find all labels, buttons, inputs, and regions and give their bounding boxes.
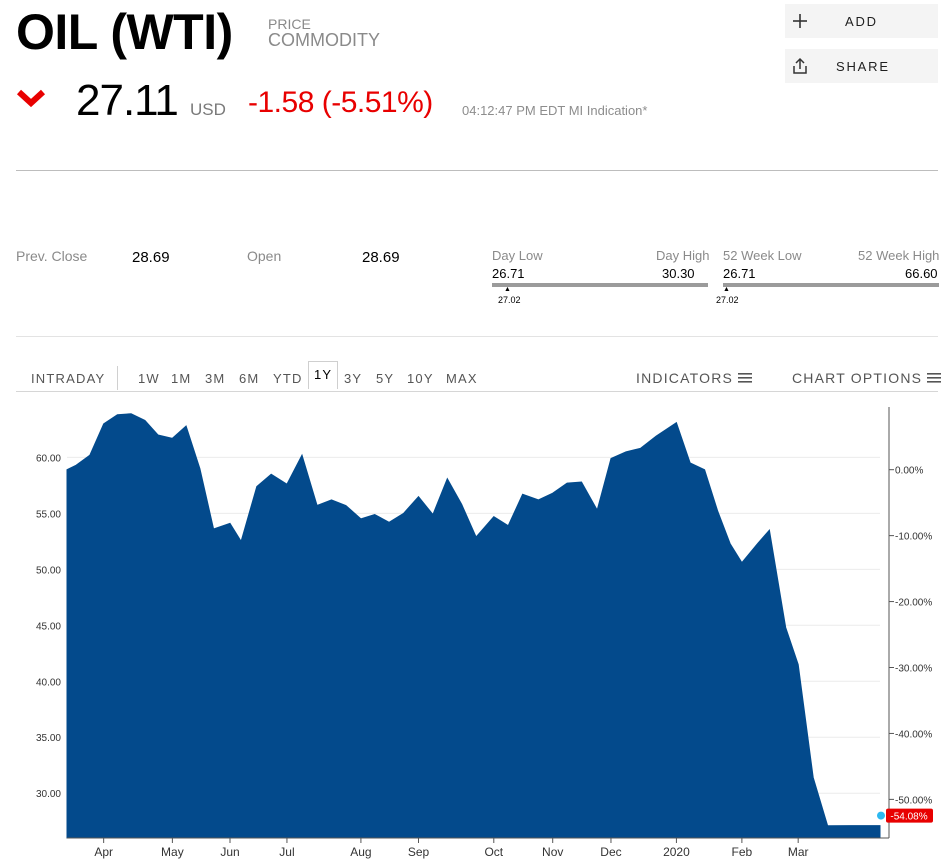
day-range-bar [492, 283, 708, 287]
x-tick-label: Nov [542, 845, 563, 859]
day-marker-arrow: ▲ [504, 286, 511, 293]
pct-tick-label: -40.00% [895, 729, 932, 740]
last-value-badge [886, 808, 933, 823]
chart-top-border [16, 391, 938, 392]
day-high-value: 30.30 [662, 266, 695, 281]
y-tick-label: 35.00 [36, 733, 61, 744]
tab-10y[interactable]: 10Y [407, 371, 434, 386]
week52-high-value: 66.60 [905, 266, 938, 281]
tab-1w[interactable]: 1W [138, 371, 160, 386]
last-value-label: -54.08% [890, 812, 927, 823]
share-label: SHARE [836, 59, 890, 74]
tab-3y[interactable]: 3Y [344, 371, 363, 386]
currency-label: USD [190, 100, 226, 119]
y-tick-label: 30.00 [36, 789, 61, 800]
last-price: 27.11 [76, 76, 179, 125]
day-high-label: Day High [656, 248, 710, 263]
prev-close-value: 28.69 [132, 249, 170, 266]
week52-marker-value: 27.02 [716, 295, 739, 305]
week52-low-label: 52 Week Low [723, 248, 802, 263]
page-title: OIL (WTI) [16, 4, 233, 60]
x-tick-label: Aug [350, 845, 371, 859]
week52-marker-arrow: ▲ [723, 286, 730, 293]
plus-icon [793, 14, 807, 28]
share-button[interactable]: SHARE [785, 49, 938, 83]
pct-tick-label: 0.00% [895, 466, 923, 477]
header-divider [16, 170, 938, 171]
week52-low-value: 26.71 [723, 266, 756, 281]
tab-separator [117, 366, 118, 390]
menu-icon [927, 373, 942, 383]
add-button[interactable]: ADD [785, 4, 938, 38]
pct-tick-label: -50.00% [895, 795, 932, 806]
y-tick-label: 45.00 [36, 621, 61, 632]
chevron-down-icon [16, 89, 46, 108]
tab-max[interactable]: MAX [446, 371, 478, 386]
chart-area-layer [66, 413, 881, 839]
pct-tick-label: -20.00% [895, 598, 932, 609]
instrument-type: PRICE COMMODITY [268, 16, 380, 50]
stats-divider [16, 336, 938, 337]
week52-range-bar [723, 283, 939, 287]
x-tick-label: Apr [94, 845, 113, 859]
x-tick-label: Jun [220, 845, 239, 859]
day-marker-value: 27.02 [498, 295, 521, 305]
day-low-label: Day Low [492, 248, 543, 263]
y-tick-label: 40.00 [36, 677, 61, 688]
tab-1m[interactable]: 1M [171, 371, 192, 386]
y-tick-label: 50.00 [36, 565, 61, 576]
y-tick-label: 55.00 [36, 509, 61, 520]
chart-options-button[interactable]: CHART OPTIONS [792, 370, 942, 386]
y-tick-label: 60.00 [36, 453, 61, 464]
share-icon [793, 57, 807, 74]
tab-6m[interactable]: 6M [239, 371, 260, 386]
chart-axes: 30.00 35.00 40.00 45.00 50.00 55.00 60.00 0.00%… [36, 407, 933, 859]
x-tick-label: Oct [484, 845, 503, 859]
pct-tick-label: -30.00% [895, 664, 932, 675]
pct-tick-label: -10.00% [895, 532, 932, 543]
price-area [66, 413, 881, 839]
price-change: -1.58 (-5.51%) [248, 86, 433, 119]
x-tick-label: Dec [600, 845, 621, 859]
tab-5y[interactable]: 5Y [376, 371, 395, 386]
x-tick-label: Sep [408, 845, 430, 859]
indicators-button[interactable]: INDICATORS [636, 370, 753, 386]
day-low-value: 26.71 [492, 266, 525, 281]
x-tick-label: May [161, 845, 184, 859]
tab-3m[interactable]: 3M [205, 371, 226, 386]
category-label: COMMODITY [268, 30, 380, 50]
week52-high-label: 52 Week High [858, 248, 940, 263]
last-point-marker [877, 811, 885, 820]
tab-1y[interactable]: 1Y [308, 361, 339, 389]
tab-ytd[interactable]: YTD [273, 371, 303, 386]
tab-intraday[interactable]: INTRADAY [31, 371, 106, 386]
open-value: 28.69 [362, 249, 400, 266]
open-label: Open [247, 248, 282, 264]
indicators-label: INDICATORS [636, 370, 734, 386]
add-label: ADD [845, 14, 878, 29]
menu-icon [738, 373, 753, 383]
quote-timestamp: 04:12:47 PM EDT MI Indication* [462, 103, 648, 118]
chart-options-label: CHART OPTIONS [792, 370, 923, 386]
x-tick-label: Mar [788, 845, 809, 859]
x-tick-label: Feb [732, 845, 753, 859]
prev-close-label: Prev. Close [16, 248, 88, 264]
x-tick-label: Jul [279, 845, 294, 859]
type-label: PRICE [268, 16, 311, 32]
x-tick-label: 2020 [663, 845, 690, 859]
